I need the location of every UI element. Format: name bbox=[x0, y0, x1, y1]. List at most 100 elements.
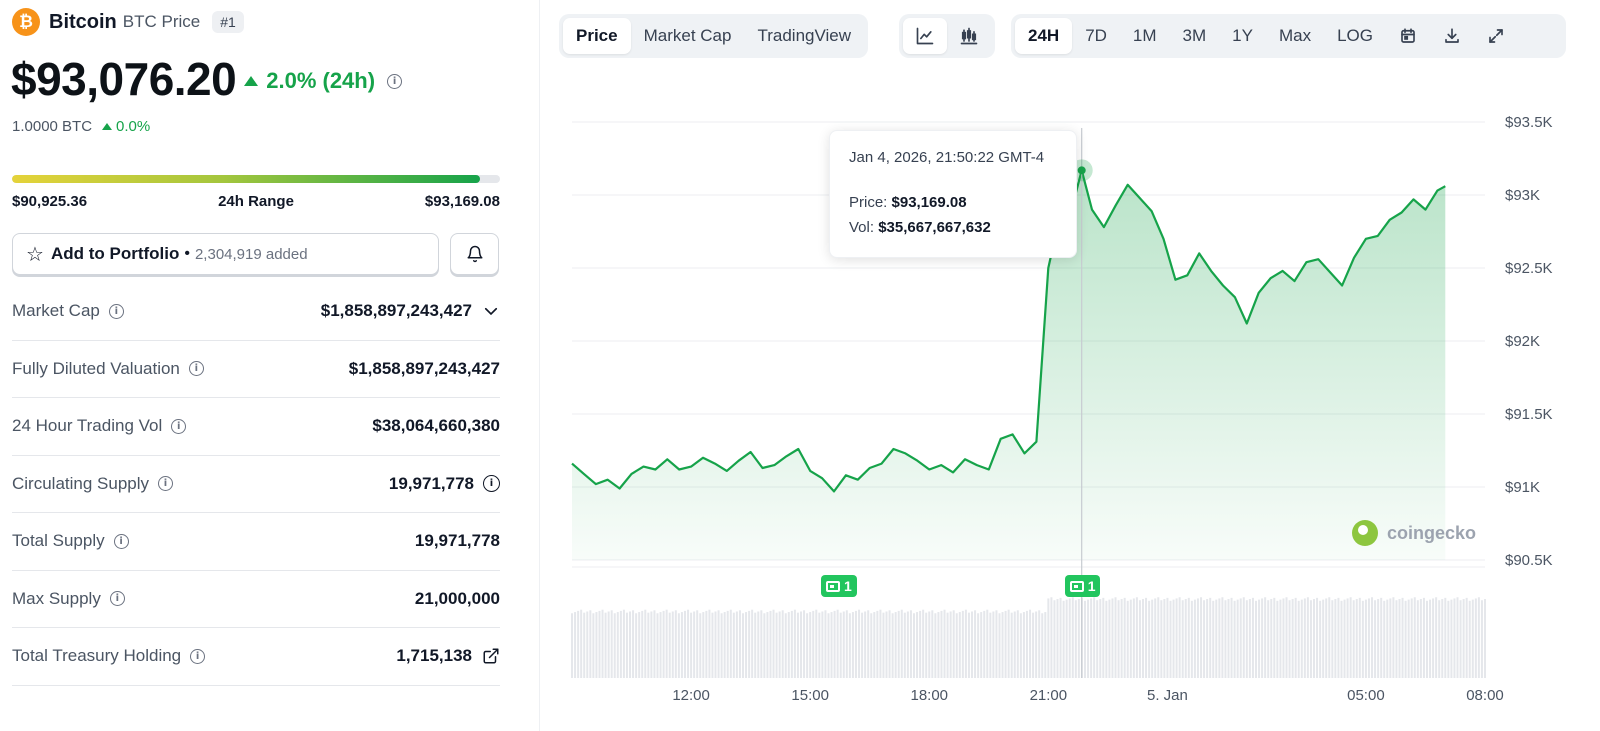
volume-bar bbox=[1013, 611, 1016, 678]
volume-bar bbox=[928, 611, 931, 678]
volume-bar bbox=[1038, 610, 1041, 678]
volume-bar bbox=[1425, 600, 1428, 678]
info-icon[interactable]: i bbox=[188, 361, 204, 377]
info-icon[interactable]: i bbox=[171, 418, 187, 434]
volume-bar bbox=[1334, 599, 1337, 678]
external-link-icon[interactable] bbox=[482, 647, 500, 665]
info-icon[interactable]: i bbox=[109, 591, 125, 607]
volume-bar bbox=[741, 613, 744, 678]
volume-bar bbox=[1148, 600, 1151, 678]
volume-bar bbox=[1227, 599, 1230, 678]
volume-bar bbox=[815, 609, 818, 678]
volume-bar bbox=[1319, 600, 1322, 678]
range-max[interactable]: Max bbox=[1278, 26, 1312, 45]
btc-change: 0.0% bbox=[116, 118, 151, 135]
line-chart-button[interactable] bbox=[903, 18, 947, 54]
volume-bar bbox=[601, 609, 604, 678]
volume-bar bbox=[916, 612, 919, 678]
tab-price[interactable]: Price bbox=[563, 18, 631, 54]
volume-bar bbox=[1438, 600, 1441, 678]
stat-value: 19,971,778 bbox=[388, 473, 474, 493]
volume-bar bbox=[592, 613, 595, 678]
volume-bar bbox=[766, 612, 769, 678]
volume-bar bbox=[842, 611, 845, 678]
volume-bar bbox=[656, 613, 659, 678]
candlestick-button[interactable] bbox=[947, 18, 991, 54]
caret-up-icon bbox=[102, 123, 113, 130]
volume-bar bbox=[882, 612, 885, 678]
volume-bar bbox=[1300, 599, 1303, 678]
stat-label: Total Treasury Holding bbox=[12, 646, 182, 666]
volume-bar bbox=[1383, 600, 1386, 678]
volume-bar bbox=[1108, 599, 1111, 678]
volume-bar bbox=[806, 613, 809, 678]
info-icon[interactable]: i bbox=[387, 73, 403, 89]
price-alert-button[interactable] bbox=[450, 233, 499, 275]
download-button[interactable] bbox=[1430, 18, 1474, 54]
range-low: $90,925.36 bbox=[12, 193, 88, 210]
volume-bar bbox=[1077, 599, 1080, 678]
range-7d[interactable]: 7D bbox=[1085, 26, 1107, 45]
volume-bar bbox=[1343, 599, 1346, 678]
volume-bar bbox=[1166, 597, 1169, 678]
volume-bar bbox=[824, 610, 827, 678]
range-3m[interactable]: 3M bbox=[1182, 26, 1207, 45]
info-icon[interactable]: i bbox=[190, 648, 206, 664]
tooltip-price-row: Price: $93,169.08 bbox=[849, 194, 1057, 211]
volume-bar bbox=[1282, 598, 1285, 678]
price-line bbox=[571, 169, 1446, 493]
volume-bar bbox=[946, 612, 949, 678]
info-icon[interactable]: i bbox=[483, 475, 500, 493]
stat-row-market-cap: Market Cap i $1,858,897,243,427 bbox=[12, 283, 500, 341]
volume-bar bbox=[610, 610, 613, 678]
volume-bar bbox=[790, 610, 793, 678]
x-tick-label: 18:00 bbox=[910, 687, 948, 704]
volume-bar bbox=[1096, 600, 1099, 678]
volume-bar bbox=[1261, 598, 1264, 678]
volume-bar bbox=[650, 611, 653, 678]
news-marker[interactable]: 1 bbox=[1064, 575, 1101, 597]
news-count: 1 bbox=[1087, 578, 1096, 594]
volume-bar bbox=[1392, 597, 1395, 678]
news-marker[interactable]: 1 bbox=[820, 575, 857, 597]
volume-bar bbox=[1462, 599, 1465, 678]
volume-bar bbox=[1087, 599, 1090, 678]
log-scale-toggle[interactable]: LOG bbox=[1337, 26, 1373, 45]
volume-bar bbox=[1294, 597, 1297, 678]
volume-bar bbox=[1187, 597, 1190, 678]
y-tick-label: $93.5K bbox=[1505, 114, 1553, 131]
range-labels: $90,925.36 24h Range $93,169.08 bbox=[12, 193, 500, 210]
volume-bar bbox=[674, 610, 677, 678]
bell-icon bbox=[467, 245, 482, 263]
range-24h[interactable]: 24H bbox=[1015, 18, 1073, 54]
volume-bar bbox=[662, 610, 665, 678]
range-1m[interactable]: 1M bbox=[1132, 26, 1157, 45]
info-icon[interactable]: i bbox=[108, 303, 124, 319]
chevron-down-icon[interactable] bbox=[482, 302, 500, 320]
volume-bar bbox=[668, 612, 671, 678]
volume-bar bbox=[1422, 597, 1425, 678]
volume-bar bbox=[1419, 599, 1422, 678]
volume-bar bbox=[586, 611, 589, 678]
add-to-portfolio-button[interactable]: ☆ Add to Portfolio • 2,304,919 added bbox=[12, 233, 439, 275]
volume-bar bbox=[1270, 599, 1273, 678]
price-row: $93,076.20 2.0% (24h) i bbox=[11, 52, 403, 106]
volume-bar bbox=[644, 609, 647, 678]
volume-bar bbox=[830, 612, 833, 678]
range-1y[interactable]: 1Y bbox=[1232, 26, 1253, 45]
volume-bar bbox=[1111, 598, 1114, 678]
volume-bar bbox=[943, 609, 946, 678]
volume-bar bbox=[1157, 597, 1160, 678]
calendar-button[interactable] bbox=[1386, 18, 1430, 54]
info-icon[interactable]: i bbox=[158, 476, 174, 492]
tab-tradingview[interactable]: TradingView bbox=[757, 26, 852, 45]
volume-bar bbox=[781, 610, 784, 678]
expand-button[interactable] bbox=[1474, 18, 1518, 54]
volume-bar bbox=[1355, 599, 1358, 678]
info-icon[interactable]: i bbox=[113, 533, 129, 549]
tab-market-cap[interactable]: Market Cap bbox=[643, 26, 732, 45]
current-price: $93,076.20 bbox=[11, 53, 237, 105]
volume-bar bbox=[616, 612, 619, 678]
price-chart[interactable]: $93.5K $93K $92.5K $92K $91.5K $91K $90.5K 12:0… bbox=[560, 100, 1600, 731]
volume-bar bbox=[1352, 600, 1355, 678]
